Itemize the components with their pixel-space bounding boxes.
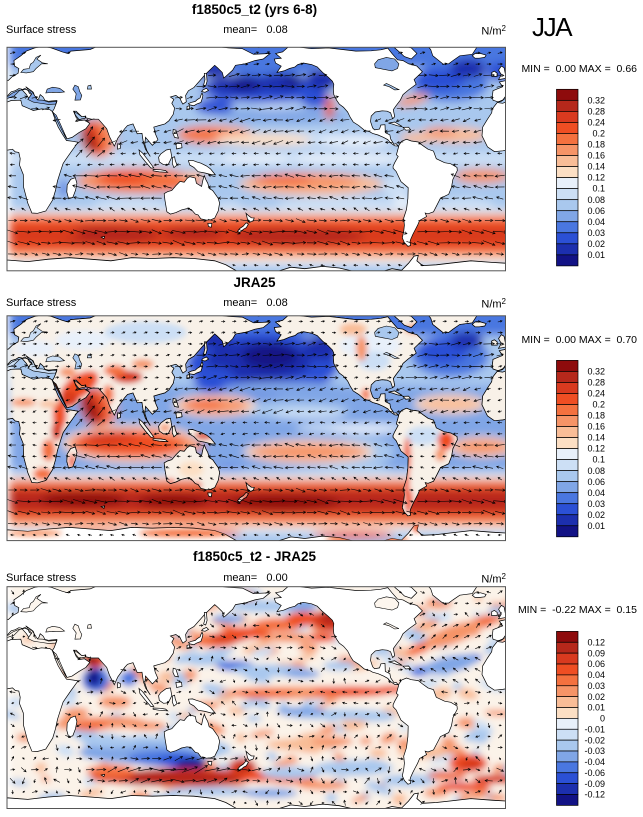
svg-text:0.08: 0.08	[587, 466, 605, 476]
svg-text:0.32: 0.32	[587, 95, 605, 105]
svg-text:-0.04: -0.04	[584, 757, 605, 767]
svg-text:0.28: 0.28	[587, 378, 605, 388]
svg-text:0.28: 0.28	[587, 106, 605, 116]
svg-text:-0.12: -0.12	[584, 790, 605, 800]
svg-text:-0.01: -0.01	[584, 724, 605, 734]
svg-text:0.1: 0.1	[592, 455, 605, 465]
svg-text:0.16: 0.16	[587, 422, 605, 432]
svg-text:-0.09: -0.09	[584, 779, 605, 789]
svg-text:0.04: 0.04	[587, 488, 605, 498]
svg-text:0.14: 0.14	[587, 162, 605, 172]
svg-text:0.12: 0.12	[587, 637, 605, 647]
svg-text:0.1: 0.1	[592, 184, 605, 194]
svg-text:0.01: 0.01	[587, 521, 605, 531]
svg-text:0.01: 0.01	[587, 250, 605, 260]
svg-text:0.04: 0.04	[587, 217, 605, 227]
svg-text:0.24: 0.24	[587, 118, 605, 128]
svg-text:0.02: 0.02	[587, 692, 605, 702]
svg-text:0.06: 0.06	[587, 206, 605, 216]
svg-text:-0.03: -0.03	[584, 746, 605, 756]
svg-text:0.2: 0.2	[592, 400, 605, 410]
svg-text:0.02: 0.02	[587, 239, 605, 249]
svg-text:0.24: 0.24	[587, 389, 605, 399]
svg-text:0.18: 0.18	[587, 411, 605, 421]
svg-text:0.03: 0.03	[587, 499, 605, 509]
svg-text:0.12: 0.12	[587, 444, 605, 454]
svg-text:0.06: 0.06	[587, 659, 605, 669]
svg-text:0.09: 0.09	[587, 648, 605, 658]
svg-text:0.2: 0.2	[592, 129, 605, 139]
svg-text:0.04: 0.04	[587, 670, 605, 680]
svg-text:0.18: 0.18	[587, 140, 605, 150]
svg-text:0.02: 0.02	[587, 510, 605, 520]
svg-text:0.14: 0.14	[587, 433, 605, 443]
svg-text:0.08: 0.08	[587, 195, 605, 205]
svg-text:0.06: 0.06	[587, 477, 605, 487]
svg-text:0.12: 0.12	[587, 173, 605, 183]
svg-text:0.16: 0.16	[587, 151, 605, 161]
svg-text:0: 0	[600, 714, 605, 724]
svg-text:0.32: 0.32	[587, 367, 605, 377]
svg-text:0.03: 0.03	[587, 681, 605, 691]
svg-text:0.01: 0.01	[587, 703, 605, 713]
svg-text:-0.02: -0.02	[584, 735, 605, 745]
svg-text:0.03: 0.03	[587, 228, 605, 238]
svg-text:-0.06: -0.06	[584, 768, 605, 778]
